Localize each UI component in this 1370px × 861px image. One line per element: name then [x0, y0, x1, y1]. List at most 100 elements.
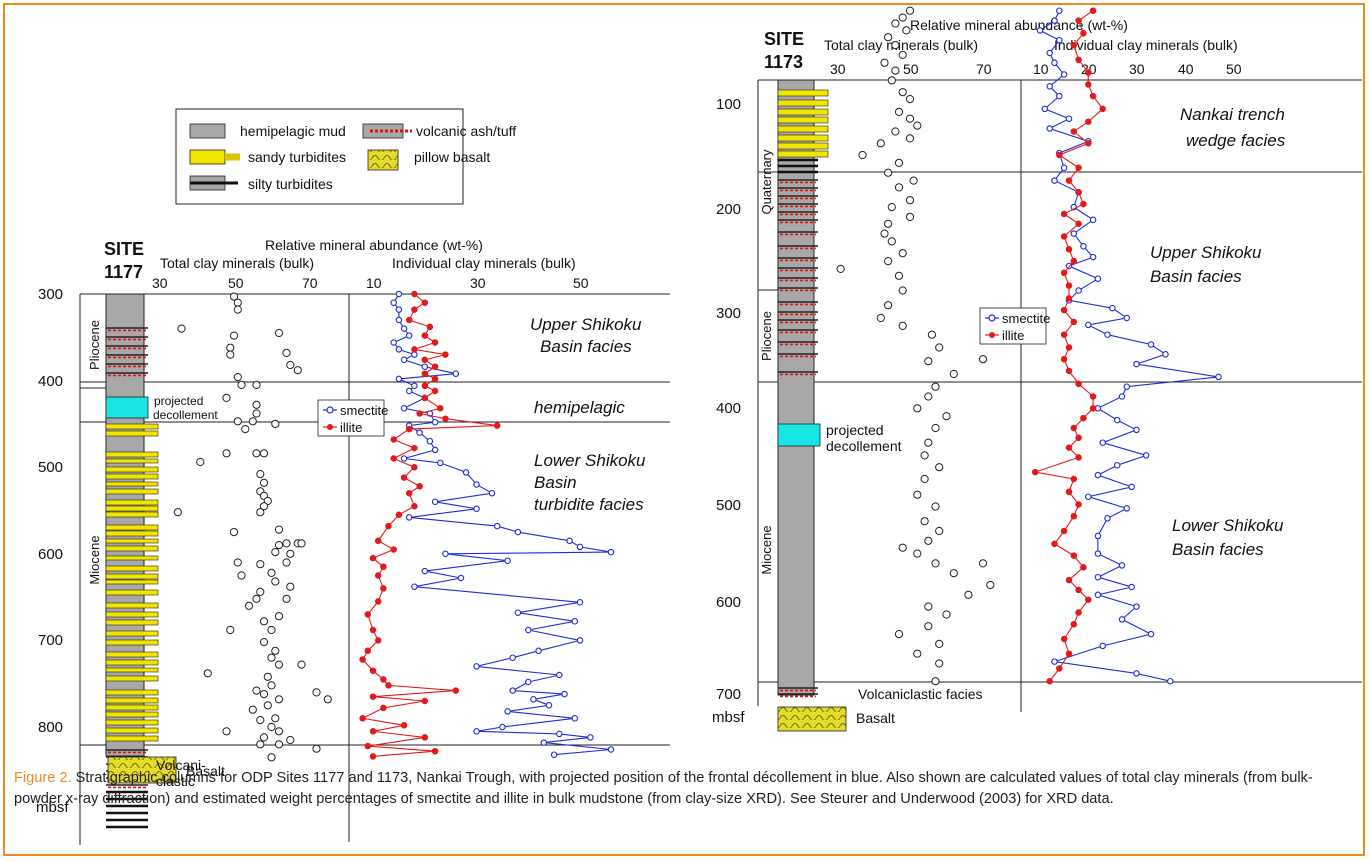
site-1173-decollement-label-2: decollement [826, 438, 902, 454]
site-1177-total-clay-point [233, 558, 242, 567]
site-1177-total-clay-point [173, 508, 182, 517]
site-1173-illite-point [1065, 576, 1073, 584]
site-1177-smectite-point [400, 356, 408, 364]
site-1177-total-clay-point [263, 672, 272, 681]
site-1177-smectite-point [431, 498, 439, 506]
site-1173-total-clay-point [913, 490, 922, 499]
sandy-bed [105, 499, 159, 506]
site-1173-illite-point [1060, 527, 1068, 535]
site-1173-total-clay-point [891, 127, 900, 136]
site-1173-illite-point [1075, 380, 1082, 388]
site-1177-total-clay-point [274, 740, 284, 749]
site-1177-total-clay-point [256, 740, 265, 749]
site-1173-smectite-point [1094, 275, 1102, 282]
site-1173-illite-point [1056, 665, 1063, 672]
site-1173-total-clay-point [898, 543, 907, 552]
site-1173-total-clay-point [880, 58, 889, 67]
site-1177-smectite-point [607, 746, 615, 753]
site-1177-illite-point [431, 363, 439, 370]
sandy-bed [105, 619, 159, 626]
site-1173-smectite-point [1056, 92, 1063, 100]
site-1177-illite-point [390, 455, 397, 462]
site-1173-indiv-tick-10: 10 [1033, 61, 1049, 77]
site-1177-smectite-point [576, 599, 584, 606]
site-1177-illite-point [416, 410, 423, 417]
site-1177-illite-point [359, 656, 366, 663]
site-1173-illite-point [1065, 246, 1073, 253]
site-1173-smectite-point [1085, 321, 1092, 329]
site-1177-total-clay-point [282, 594, 291, 603]
site-1173-total-clay-point [935, 463, 944, 472]
site-1177-illite-point [369, 728, 377, 735]
figure-caption: Figure 2. Stratigraphic columns for ODP … [14, 768, 1359, 809]
legend-box: hemipelagic mud volcanic ash/tuff sandy … [175, 108, 516, 205]
site-1173-total-clay-point [924, 438, 933, 447]
site-1173-illite-point [1080, 564, 1087, 571]
site-1177-illite-point [390, 436, 397, 443]
site-1177-smectite-point [390, 299, 397, 306]
site-1173-illite-point [1080, 30, 1087, 37]
site-1173-illite-point [1075, 220, 1082, 228]
site-1173-illite-point [1060, 331, 1068, 338]
sandy-bed [105, 530, 159, 537]
site-1177-total-clay-point [256, 560, 265, 569]
site-1177-legend-smectite-marker [326, 406, 334, 414]
site-1173-epoch-miocene: Miocene [759, 525, 774, 574]
site-1173-smectite-point [1046, 49, 1053, 57]
site-1177-total-clay-point [274, 727, 284, 736]
site-1173-smectite-point [1070, 230, 1078, 237]
sandy-bed [105, 711, 159, 718]
site-1177-total-clay-point [226, 625, 235, 635]
site-1177-legend-smectite: smectite [340, 403, 388, 418]
site-1177-smectite-point [421, 567, 429, 575]
site-1173-facies-nankai-2: wedge facies [1186, 131, 1286, 150]
site-1173-illite-point [1085, 69, 1092, 76]
site-1177-smectite-point [411, 382, 418, 390]
site-1177-illite-point [359, 715, 366, 722]
site-1173-total-clay-point [894, 183, 904, 192]
site-1173-smectite-point [1046, 83, 1053, 90]
legend-label-sand: sandy turbidites [248, 149, 346, 165]
site-1173-total-clay-point [924, 622, 933, 631]
site-1177-total-clay-point [263, 701, 272, 710]
site-1177-illite-point [369, 626, 377, 634]
site-1173-total-clay-label: Total clay minerals (bulk) [824, 37, 978, 53]
site-1173-total-clay-point [898, 88, 907, 97]
site-1173-illite-point [1070, 621, 1078, 628]
site-1173-smectite-point [1113, 416, 1121, 424]
site-1177-total-clay-point [271, 548, 280, 557]
site-1177-total-tick-50: 50 [228, 275, 244, 291]
site-1177-illite-point [380, 585, 387, 592]
sandy-bed [105, 639, 159, 646]
site-1173-illite-point [1065, 444, 1073, 451]
site-1173-illite-point [1089, 92, 1097, 100]
site-1173-smectite-point [1094, 591, 1102, 599]
site-1177-total-clay-point [274, 660, 284, 669]
site-1177-total-clay-point [259, 449, 269, 458]
site-1177-smectite-point [442, 550, 449, 558]
site-1173-total-clay-point [942, 412, 951, 421]
site-1173-smectite-point [1056, 36, 1063, 44]
site-1177-smectite-point [504, 708, 511, 715]
site-1177-smectite-point [561, 690, 568, 698]
site-1173-illite-point [1070, 424, 1078, 432]
site-1177-total-clay-point [252, 380, 261, 389]
site-1177-total-clay-point [237, 571, 246, 580]
site-1177-total-clay-point [256, 508, 265, 517]
site-1173-illite-point [1065, 282, 1073, 289]
legend-swatch-mud [189, 123, 226, 139]
site-1173-total-clay-point [931, 423, 940, 433]
site-1177-smectite-point [540, 739, 548, 746]
site-1173-total-clay-point [876, 313, 885, 323]
site-1177-smectite-point [499, 723, 506, 731]
site-1177-smectite-point [400, 325, 408, 332]
sandy-bed [105, 481, 159, 487]
site-1173-smectite-point [1215, 373, 1222, 381]
site-1173-illite-point [1089, 405, 1097, 412]
legend-label-mud: hemipelagic mud [240, 123, 346, 139]
site-1177-total-clay-point [248, 417, 257, 426]
site-1177-facies-lower-2: Basin [534, 473, 577, 492]
site-1177-top-label: Relative mineral abundance (wt-%) [265, 237, 483, 253]
site-1173-indiv-tick-50: 50 [1226, 61, 1242, 77]
site-1173-illite-point [1070, 552, 1078, 559]
